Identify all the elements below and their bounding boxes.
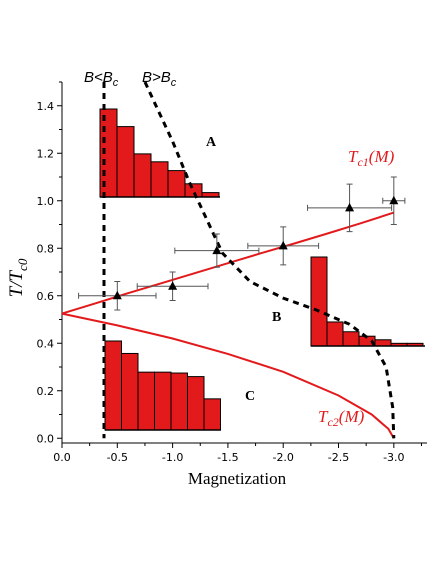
histogram-bar [104,340,122,431]
curve-label-tc2: Tc2(M) [318,407,365,429]
x-tick-label: -1.5 [217,451,238,464]
axes: 0.0 0.2 0.4 0.6 0.8 1.0 1.2 1.4 0.0 -0.5 -1.0 -1.5 -… [37,81,427,464]
triangle-marker [168,281,178,290]
x-tick-label: -1.0 [162,451,183,464]
region-label-a: A [206,135,217,150]
curve-label-tc2-sub: c2 [327,415,338,429]
histogram-bar [187,376,205,431]
y-tick-label: 0.6 [37,290,55,303]
boundary-label-above-main: B>B [142,69,171,86]
triangle-marker [345,202,355,212]
histogram-bar [121,352,139,431]
histogram-bar [170,372,188,431]
boundary-label-above: B>Bc [142,69,177,89]
boundary-label-below-main: B<B [84,69,113,86]
x-tick-label: -0.5 [107,451,128,464]
histogram-bar [310,256,328,347]
x-tick-label: -3.0 [383,451,404,464]
y-tick-label: 1.2 [37,147,55,160]
x-tick-label: -2.5 [328,451,349,464]
histogram-bar [116,126,135,198]
region-label-b: B [272,310,281,325]
histogram-bar [342,331,360,347]
curve-label-tc2-tail: (M) [339,407,365,426]
triangle-marker [112,290,122,300]
boundary-label-above-sub: c [171,77,177,89]
y-axis-label-sub: c0 [15,258,30,271]
y-axis-label-main: T/T [6,270,27,298]
y-tick-label: 0.8 [37,242,55,255]
curve-label-tc1-main: T [348,147,359,166]
region-label-c: C [245,389,255,404]
histogram-bar [184,183,203,198]
triangle-marker [212,245,222,255]
curve-label-tc1-tail: (M) [369,147,395,166]
histogram-insets [99,108,425,431]
y-axis-label: T/Tc0 [6,258,30,297]
histogram-bar [137,371,155,431]
y-tick-label: 1.4 [37,100,55,113]
boundary-above-line [143,81,396,439]
histogram-bar [326,321,344,347]
y-tick-label: 0.2 [37,385,55,398]
histogram-bar [203,398,221,431]
boundary-label-below: B<Bc [84,69,119,89]
triangle-marker [278,240,288,250]
curve-label-tc2-main: T [318,407,329,426]
y-tick-label: 0.4 [37,337,55,350]
histogram-bar [167,170,186,198]
chart-labels: Magnetization T/Tc0 B<Bc B>Bc Tc1(M) Tc2… [6,69,395,488]
histogram-bar [154,371,172,431]
y-tick-label: 1.0 [37,195,55,208]
histogram-bar [133,153,152,198]
x-tick-label: 0.0 [53,451,71,464]
boundary-lines [102,81,396,439]
x-axis-label: Magnetization [188,469,287,488]
curve-label-tc1: Tc1(M) [348,147,395,169]
tc1-curve [61,211,395,315]
tc2-curve [61,312,395,439]
histogram-bar [374,339,392,347]
triangle-marker [389,195,399,205]
y-tick-label: 0.0 [37,432,55,445]
histogram-bar [150,161,169,198]
boundary-label-below-sub: c [113,77,119,89]
data-points [78,176,406,311]
x-tick-label: -2.0 [272,451,293,464]
curve-label-tc1-sub: c1 [357,155,368,169]
